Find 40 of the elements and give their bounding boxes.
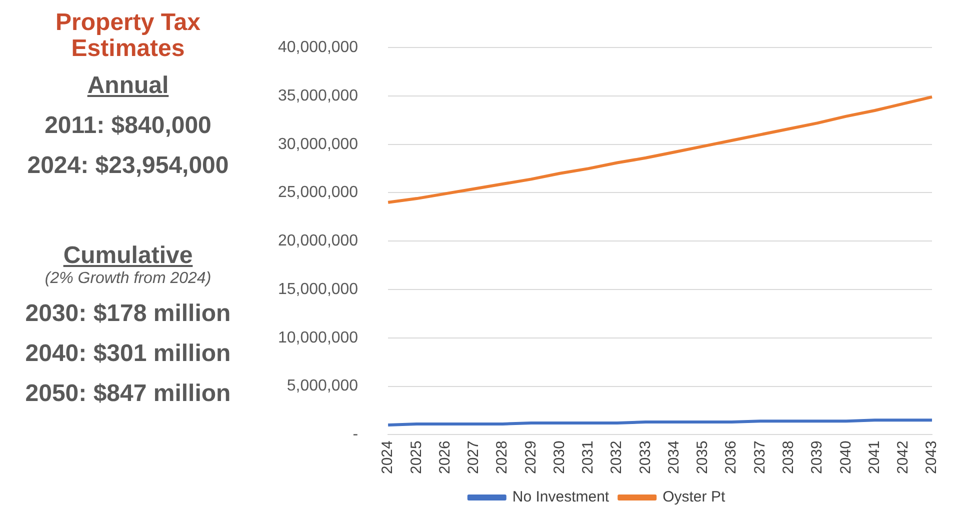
text: (2% Growth from 2024) [44, 270, 212, 288]
text: 2040: $301 million [24, 340, 232, 368]
x-tick-label: 2027 [465, 440, 482, 474]
x-tick-label: 2031 [580, 440, 597, 474]
y-tick-label: 20,000,000 [278, 232, 358, 250]
x-tick-label: 2036 [722, 440, 740, 474]
x-tick-label: 2029 [522, 440, 540, 474]
text: Annual [86, 72, 170, 100]
x-tick-label: 2037 [751, 440, 768, 474]
x-tick-label: 2040 [837, 440, 854, 474]
y-tick-label: 15,000,000 [278, 280, 358, 298]
x-tick-label: 2033 [636, 440, 654, 474]
x-tick-label: 2043 [923, 440, 940, 474]
legend-label: Oyster Pt [662, 488, 726, 506]
y-tick-label: 25,000,000 [278, 184, 358, 202]
y-tick-label: 30,000,000 [278, 136, 358, 153]
x-tick-label: 2026 [436, 440, 454, 474]
x-tick-label: 2042 [894, 440, 912, 474]
x-tick-label: 2039 [808, 440, 826, 474]
text: Cumulative [62, 242, 194, 270]
x-tick-label: 2038 [780, 440, 798, 474]
y-tick-label: 5,000,000 [286, 378, 358, 395]
x-tick-label: 2041 [866, 440, 883, 474]
y-tick-label: 40,000,000 [278, 39, 358, 56]
text: 2030: $178 million [24, 300, 232, 328]
x-tick-label: 2025 [408, 440, 425, 474]
legend-label: No Investment [512, 488, 610, 506]
y-tick-label: - [352, 426, 358, 444]
x-tick-label: 2035 [694, 440, 712, 474]
text: 2024: $23,954,000 [26, 152, 230, 180]
x-tick-label: 2030 [550, 440, 568, 474]
text: Property Tax Estimates [54, 9, 202, 62]
x-tick-label: 2024 [379, 440, 396, 474]
x-tick-label: 2028 [494, 440, 511, 474]
text: 2011: $840,000 [44, 112, 212, 140]
x-tick-label: 2032 [608, 440, 626, 474]
text: 2050: $847 million [24, 380, 232, 408]
x-tick-label: 2034 [665, 440, 682, 474]
y-tick-label: 35,000,000 [278, 87, 358, 104]
y-tick-label: 10,000,000 [278, 329, 358, 346]
